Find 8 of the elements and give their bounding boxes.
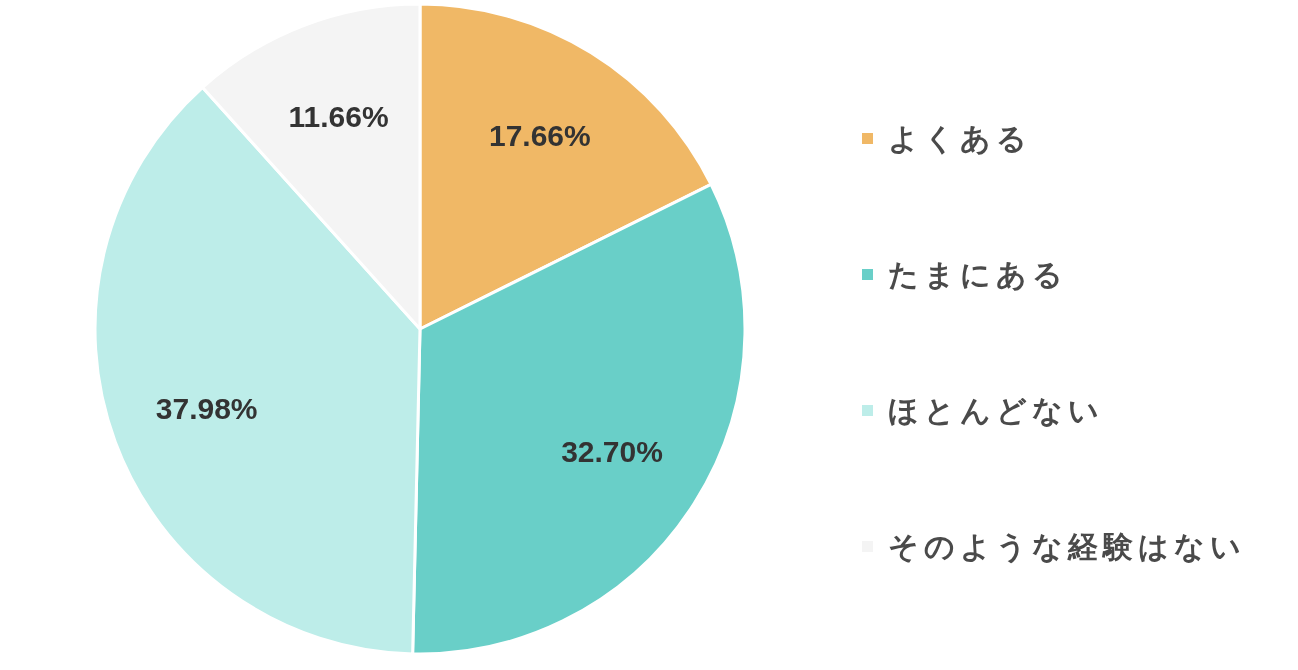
legend-label: たまにある xyxy=(888,256,1068,292)
legend-label: そのような経験はない xyxy=(888,528,1246,564)
data-label: 37.98% xyxy=(155,391,258,425)
legend-label: よくある xyxy=(888,120,1032,156)
legend-label: ほとんどない xyxy=(888,392,1104,428)
data-label: 32.70% xyxy=(561,434,663,468)
data-label: 17.66% xyxy=(488,119,591,153)
data-label: 11.66% xyxy=(288,100,389,134)
